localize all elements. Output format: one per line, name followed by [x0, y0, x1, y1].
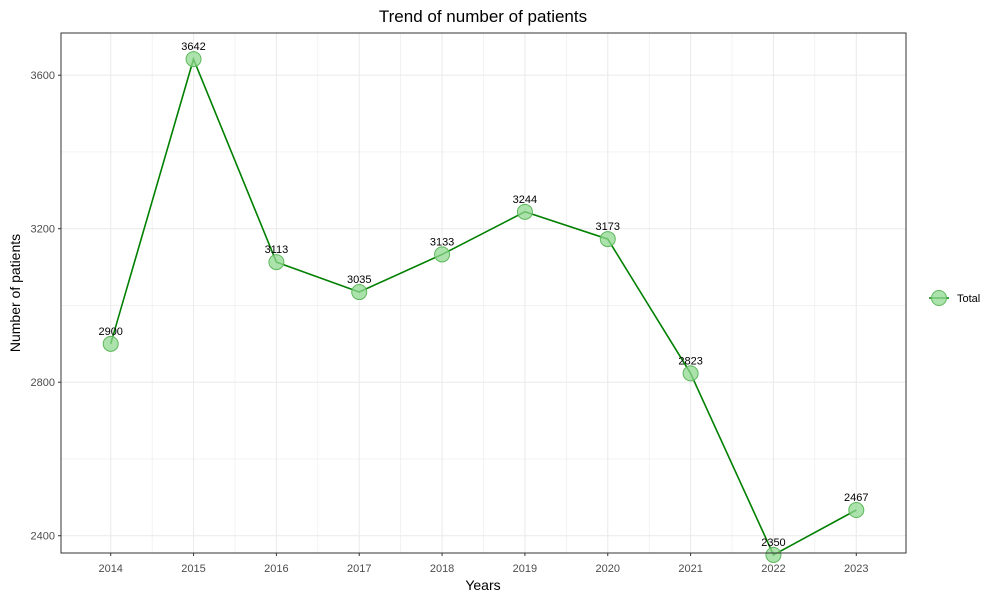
data-point: [434, 246, 451, 263]
data-point: [268, 254, 285, 271]
data-label: 3035: [347, 274, 371, 286]
data-label: 3113: [265, 244, 289, 256]
y-axis-title: Number of patients: [7, 234, 23, 352]
x-tick-label: 2018: [430, 563, 454, 575]
x-tick-label: 2022: [761, 563, 785, 575]
data-label: 2823: [678, 355, 702, 367]
x-tick-label: 2016: [264, 563, 288, 575]
x-axis: 2014 2015 2016 2017 2018 2019 2020 2021 2022 2023: [98, 553, 869, 575]
x-axis-title: Years: [465, 577, 500, 593]
x-tick-label: 2014: [98, 563, 122, 575]
data-point: [185, 51, 202, 68]
data-label: 3642: [181, 41, 205, 53]
chart-title: Trend of number of patients: [379, 7, 587, 26]
data-label: 3133: [430, 236, 454, 248]
data-point: [351, 284, 368, 301]
data-label: 3244: [513, 194, 537, 206]
legend-key-point: [931, 290, 947, 306]
y-tick-label: 3600: [31, 70, 55, 82]
series-line: [109, 56, 857, 557]
y-tick-label: 2800: [31, 377, 55, 389]
series-total: [102, 51, 865, 563]
x-tick-label: 2019: [513, 563, 537, 575]
y-tick-label: 3200: [31, 224, 55, 236]
data-label: 2900: [98, 326, 122, 338]
data-point: [848, 502, 865, 519]
x-tick-label: 2021: [678, 563, 702, 575]
data-point: [516, 203, 533, 220]
data-label: 3173: [596, 221, 620, 233]
data-point: [682, 365, 699, 382]
grid: [61, 33, 906, 553]
legend: Total: [929, 290, 980, 306]
x-tick-label: 2023: [844, 563, 868, 575]
legend-label-total: Total: [957, 293, 980, 305]
data-point: [765, 546, 782, 563]
y-tick-label: 2400: [31, 531, 55, 543]
x-tick-label: 2017: [347, 563, 371, 575]
data-label: 2350: [761, 537, 785, 549]
data-labels: 2900 3642 3113 3035 3133 3244 3173 2823 2350 2467: [98, 41, 868, 549]
x-tick-label: 2020: [596, 563, 620, 575]
y-axis: 2400 2800 3200 3600: [31, 70, 61, 543]
x-tick-label: 2015: [181, 563, 205, 575]
data-label: 2467: [844, 492, 868, 504]
panel-border: [60, 32, 907, 554]
data-point: [599, 231, 616, 248]
data-point: [102, 335, 119, 352]
